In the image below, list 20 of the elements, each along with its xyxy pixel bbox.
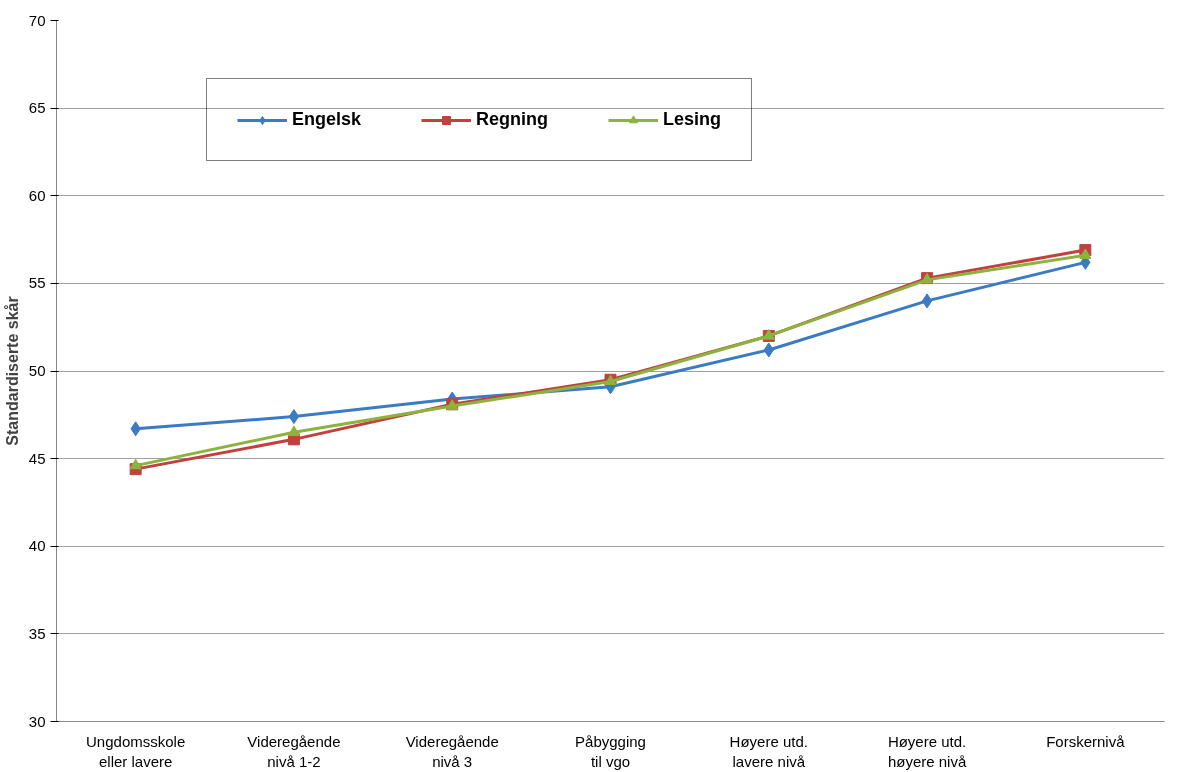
y-tick-label: 60	[28, 186, 46, 204]
x-tick-label: Ungdomsskole eller lavere	[86, 732, 186, 770]
y-tick-label: 50	[28, 362, 46, 379]
legend-label: Lesing	[663, 109, 722, 130]
y-tick-label: 40	[28, 537, 46, 555]
y-tick-label: 70	[28, 11, 46, 29]
y-axis-title: Standardiserte skår	[3, 296, 21, 446]
legend-label: Regning	[476, 109, 549, 130]
x-tick-label: Høyere utd. lavere nivå	[729, 732, 808, 770]
x-tick-label: Forskernivå	[1046, 732, 1126, 750]
y-tick-label: 35	[28, 624, 46, 642]
y-tick-label: 65	[28, 99, 46, 117]
x-tick-label: Videregående nivå 1-2	[247, 732, 341, 770]
y-tick-label: 30	[28, 712, 46, 730]
legend-label: Engelsk	[292, 109, 362, 130]
x-tick-label: Påbygging til vgo	[575, 732, 646, 770]
y-tick-label: 55	[28, 274, 46, 292]
y-tick-label: 45	[28, 449, 46, 467]
x-tick-label: Videregående nivå 3	[405, 732, 499, 770]
x-tick-label: Høyere utd. høyere nivå	[887, 732, 967, 770]
